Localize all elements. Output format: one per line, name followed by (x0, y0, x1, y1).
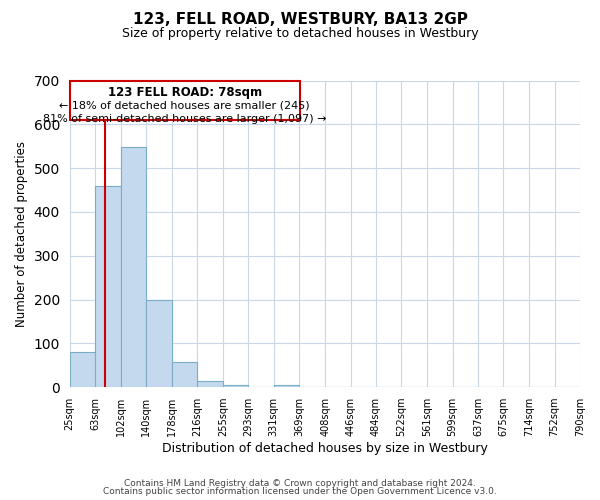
Text: Contains HM Land Registry data © Crown copyright and database right 2024.: Contains HM Land Registry data © Crown c… (124, 478, 476, 488)
Bar (70, 352, 95, 387)
Y-axis label: Number of detached properties: Number of detached properties (15, 141, 28, 327)
Text: ← 18% of detached houses are smaller (245): ← 18% of detached houses are smaller (24… (59, 100, 310, 110)
Text: 123 FELL ROAD: 78sqm: 123 FELL ROAD: 78sqm (107, 86, 262, 98)
Text: Contains public sector information licensed under the Open Government Licence v3: Contains public sector information licen… (103, 487, 497, 496)
Bar (146, 300, 172, 387)
Bar (121, 147, 146, 387)
Bar (223, 386, 248, 387)
Bar (274, 385, 299, 387)
Bar (95, 186, 121, 387)
Text: 123, FELL ROAD, WESTBURY, BA13 2GP: 123, FELL ROAD, WESTBURY, BA13 2GP (133, 12, 467, 28)
Bar (172, 362, 197, 387)
Text: Size of property relative to detached houses in Westbury: Size of property relative to detached ho… (122, 28, 478, 40)
Text: 81% of semi-detached houses are larger (1,097) →: 81% of semi-detached houses are larger (… (43, 114, 326, 124)
Bar (197, 380, 223, 387)
X-axis label: Distribution of detached houses by size in Westbury: Distribution of detached houses by size … (162, 442, 488, 455)
